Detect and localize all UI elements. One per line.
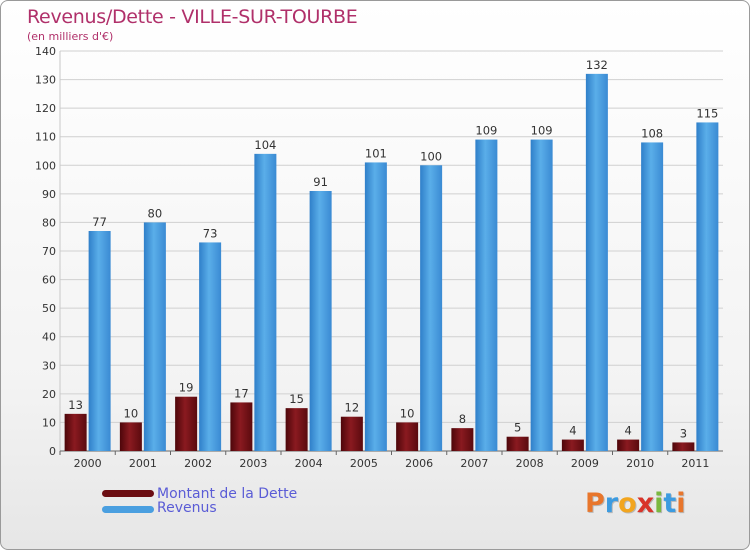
y-axis: 0 10 20 30 40 50 60 70 80 90 100 110 120 130 140 bbox=[35, 45, 56, 458]
legend-swatch-debt bbox=[102, 490, 154, 497]
chart-subtitle: (en milliers d'€) bbox=[27, 30, 114, 43]
bar-revenus-2005 bbox=[364, 162, 387, 451]
x-tick-label-2000: 2000 bbox=[74, 457, 102, 470]
bar-revenus-2010 bbox=[641, 142, 664, 451]
x-tick-label-2001: 2001 bbox=[129, 457, 157, 470]
bars bbox=[64, 73, 719, 452]
y-tick-label: 110 bbox=[35, 131, 56, 144]
legend-label-revenus: Revenus bbox=[157, 500, 217, 516]
bar-revenus-2008 bbox=[530, 139, 553, 452]
bar-debt-2010 bbox=[617, 439, 640, 451]
data-label-debt-2005: 12 bbox=[345, 401, 360, 415]
data-label-revenus-2008: 109 bbox=[531, 124, 553, 138]
legend-swatch-revenus bbox=[102, 506, 154, 513]
x-tick-label-2002: 2002 bbox=[184, 457, 212, 470]
bar-debt-2004 bbox=[285, 408, 308, 451]
y-tick-label: 60 bbox=[42, 274, 56, 287]
data-label-revenus-2006: 100 bbox=[420, 149, 442, 163]
y-tick-label: 20 bbox=[42, 388, 56, 401]
data-labels: 13 77 10 80 19 73 17 104 15 91 12 101 10 100 8 109 5 109 4… bbox=[68, 58, 718, 441]
data-label-revenus-2007: 109 bbox=[475, 124, 497, 138]
bar-debt-2011 bbox=[672, 442, 695, 451]
data-label-debt-2008: 5 bbox=[514, 421, 521, 435]
bar-revenus-2011 bbox=[696, 122, 719, 451]
bar-revenus-2009 bbox=[585, 73, 608, 451]
y-tick-label: 0 bbox=[49, 445, 56, 458]
bar-debt-2000 bbox=[64, 413, 87, 451]
x-tick-label-2003: 2003 bbox=[239, 457, 267, 470]
bar-revenus-2001 bbox=[143, 222, 166, 451]
x-axis: 2000 2001 2002 2003 2004 2005 2006 2007 2008 2009… bbox=[59, 451, 709, 470]
y-tick-label: 40 bbox=[42, 331, 56, 344]
data-label-revenus-2005: 101 bbox=[365, 146, 387, 160]
chart-title: Revenus/Dette - VILLE-SUR-TOURBE bbox=[27, 6, 358, 28]
data-label-debt-2002: 19 bbox=[179, 381, 194, 395]
y-tick-label: 120 bbox=[35, 102, 56, 115]
data-label-debt-2000: 13 bbox=[68, 398, 83, 412]
x-tick-label-2008: 2008 bbox=[516, 457, 544, 470]
y-tick-label: 70 bbox=[42, 245, 56, 258]
x-tick-label-2004: 2004 bbox=[295, 457, 323, 470]
proxiti-logo: Proxiti bbox=[585, 488, 686, 519]
data-label-debt-2001: 10 bbox=[124, 406, 139, 420]
y-tick-label: 80 bbox=[42, 216, 56, 229]
bar-debt-2009 bbox=[561, 439, 584, 451]
x-tick-label-2005: 2005 bbox=[350, 457, 378, 470]
data-label-revenus-2011: 115 bbox=[696, 106, 718, 120]
bar-revenus-2000 bbox=[88, 231, 111, 451]
bar-debt-2005 bbox=[340, 416, 363, 451]
data-label-debt-2010: 4 bbox=[624, 424, 631, 438]
bar-debt-2003 bbox=[230, 402, 253, 451]
data-label-revenus-2004: 91 bbox=[313, 175, 328, 189]
data-label-debt-2009: 4 bbox=[569, 424, 576, 438]
y-tick-label: 10 bbox=[42, 416, 56, 429]
data-label-debt-2006: 10 bbox=[400, 406, 415, 420]
data-label-debt-2011: 3 bbox=[680, 426, 687, 440]
x-tick-label-2011: 2011 bbox=[681, 457, 709, 470]
x-tick-label-2007: 2007 bbox=[460, 457, 488, 470]
data-label-debt-2007: 8 bbox=[459, 412, 466, 426]
data-label-revenus-2002: 73 bbox=[203, 226, 218, 240]
bar-revenus-2004 bbox=[309, 191, 332, 451]
x-tick-label-2010: 2010 bbox=[626, 457, 654, 470]
y-tick-label: 140 bbox=[35, 45, 56, 58]
bar-revenus-2007 bbox=[475, 139, 498, 452]
grid-lines bbox=[59, 50, 723, 452]
data-label-revenus-2009: 132 bbox=[586, 58, 608, 72]
y-tick-label: 130 bbox=[35, 74, 56, 87]
data-label-debt-2004: 15 bbox=[289, 392, 304, 406]
y-tick-label: 50 bbox=[42, 302, 56, 315]
bar-debt-2006 bbox=[396, 422, 419, 451]
bar-revenus-2006 bbox=[420, 165, 443, 452]
data-label-revenus-2010: 108 bbox=[641, 126, 663, 140]
bar-revenus-2003 bbox=[254, 153, 277, 451]
data-label-revenus-2000: 77 bbox=[92, 215, 107, 229]
x-tick-label-2009: 2009 bbox=[571, 457, 599, 470]
x-tick-label-2006: 2006 bbox=[405, 457, 433, 470]
data-label-revenus-2001: 80 bbox=[148, 206, 163, 220]
bar-debt-2002 bbox=[175, 396, 198, 451]
bar-debt-2008 bbox=[506, 436, 529, 451]
bar-debt-2007 bbox=[451, 428, 474, 451]
y-tick-label: 90 bbox=[42, 188, 56, 201]
data-label-debt-2003: 17 bbox=[234, 386, 249, 400]
y-tick-label: 100 bbox=[35, 159, 56, 172]
legend-label-debt: Montant de la Dette bbox=[157, 486, 298, 502]
bar-revenus-2002 bbox=[199, 242, 222, 451]
bar-debt-2001 bbox=[119, 422, 142, 451]
data-label-revenus-2003: 104 bbox=[254, 138, 276, 152]
y-tick-label: 30 bbox=[42, 359, 56, 372]
